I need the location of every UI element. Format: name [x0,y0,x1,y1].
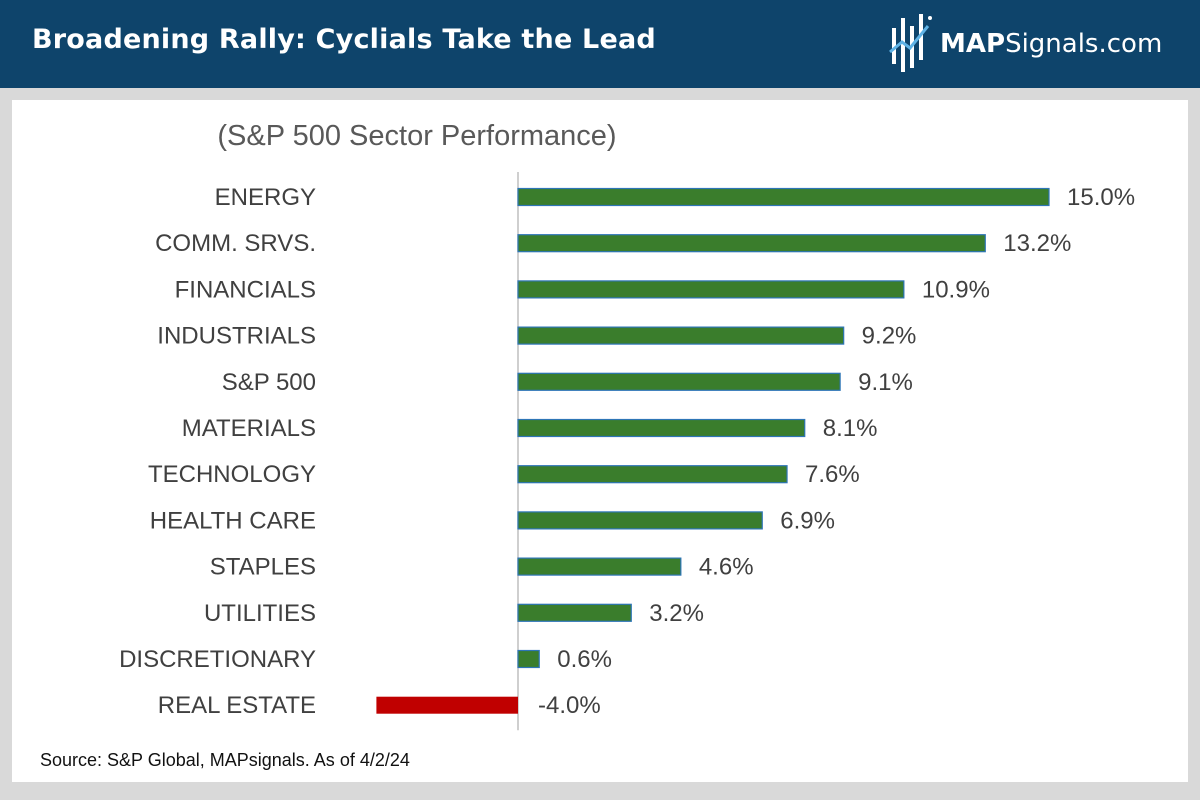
bar-utilities [517,603,632,622]
bar-health-care [517,511,763,530]
category-label: REAL ESTATE [158,692,316,719]
bar-financials [517,280,905,299]
bar-staples [517,557,682,576]
value-label: 6.9% [780,507,835,534]
chart-title: (S&P 500 Sector Performance) [217,120,616,152]
category-label: UTILITIES [204,600,316,627]
category-label: FINANCIALS [175,276,316,303]
category-label: DISCRETIONARY [119,646,316,673]
bar-materials [517,418,806,438]
value-label: 9.2% [862,323,917,350]
value-label: 8.1% [823,415,878,442]
source-note: Source: S&P Global, MAPsignals. As of 4/… [40,750,410,770]
value-label: 0.6% [557,646,612,673]
category-label: TECHNOLOGY [148,461,316,488]
category-label: ENERGY [215,184,316,211]
logo-bold-text: MAP [940,29,1006,59]
value-label: 9.1% [858,369,913,396]
value-label: 15.0% [1067,184,1135,211]
logo-wordmark: MAPSignals.com [940,29,1162,59]
logo-rest-text: Signals.com [1005,29,1163,59]
category-label: MATERIALS [182,415,316,442]
page-title: Broadening Rally: Cyclials Take the Lead [32,24,656,55]
value-label: 13.2% [1003,230,1071,257]
category-label: COMM. SRVS. [155,230,316,257]
bar-industrials [517,326,845,345]
bar-technology [517,465,788,484]
logo: MAPSignals.com [888,12,1168,74]
category-label: STAPLES [210,554,316,581]
chart-card: (S&P 500 Sector Performance) ENERGY 15.0%… [12,100,1188,782]
bar-s-p-500 [517,372,841,391]
category-label: S&P 500 [222,369,316,396]
value-label: 3.2% [649,600,704,627]
bar-comm-srvs [517,234,986,253]
category-label: INDUSTRIALS [157,323,316,350]
value-label: 7.6% [805,461,860,488]
sector-performance-chart: (S&P 500 Sector Performance) ENERGY 15.0%… [119,120,1135,731]
map-signals-logo-icon [889,14,932,72]
value-label: -4.0% [538,692,601,719]
bar-discretionary [517,649,540,669]
header-bar: Broadening Rally: Cyclials Take the Lead… [0,0,1200,88]
bar-real-estate [376,696,518,714]
value-label: 10.9% [922,276,990,303]
value-label: 4.6% [699,554,754,581]
bar-energy [517,187,1050,207]
category-label: HEALTH CARE [150,507,316,534]
